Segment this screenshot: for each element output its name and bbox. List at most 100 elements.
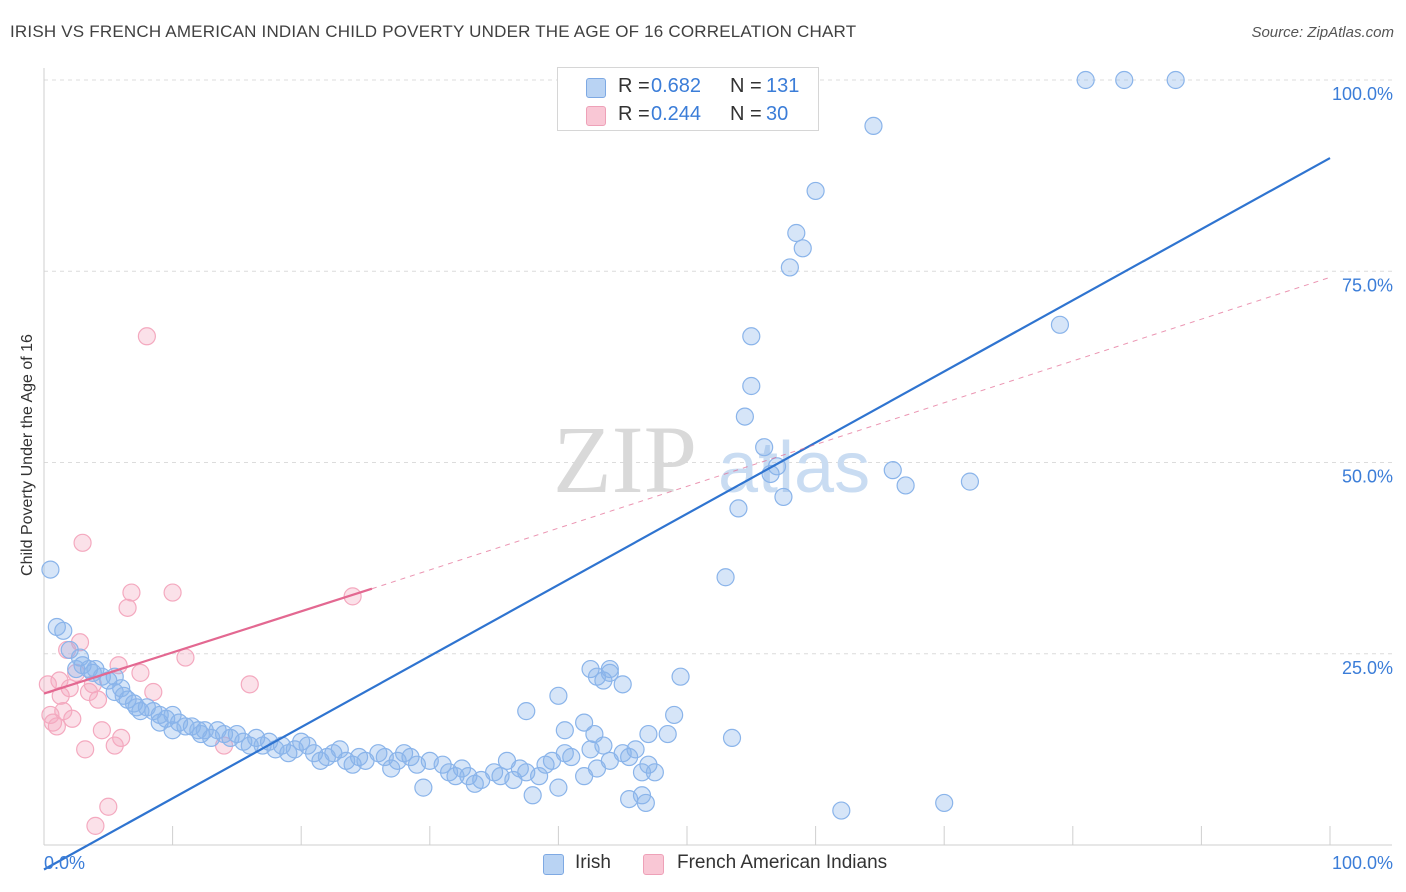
axes bbox=[43, 68, 1392, 846]
tick-labels: 25.0% 50.0% 75.0% 100.0% 0.0% 100.0% bbox=[44, 84, 1393, 873]
series-legend: Irish French American Indians bbox=[0, 852, 1406, 878]
irish-point bbox=[1166, 70, 1185, 90]
irish-point bbox=[832, 801, 851, 820]
french-american-indians-point bbox=[137, 327, 156, 346]
chart-title: IRISH VS FRENCH AMERICAN INDIAN CHILD PO… bbox=[10, 22, 857, 41]
french-american-indians-point bbox=[76, 740, 95, 759]
irish-r-value: 0.682 bbox=[651, 75, 702, 97]
y-tick-label: 50.0% bbox=[1342, 467, 1393, 487]
irish-n-value: 131 bbox=[766, 75, 800, 97]
french-american-indians-point bbox=[163, 583, 182, 602]
french-american-indians-point bbox=[73, 533, 92, 552]
irish-point bbox=[716, 568, 735, 587]
french-american-indians-point bbox=[240, 675, 259, 694]
irish-point bbox=[1050, 315, 1070, 334]
irish-point bbox=[645, 763, 664, 782]
stats-row-irish: R = 0.682 N = 131 bbox=[558, 72, 818, 102]
irish-point bbox=[658, 724, 677, 744]
irish-legend-label: Irish bbox=[575, 852, 611, 873]
irish-point bbox=[549, 686, 568, 705]
r-label: R = bbox=[618, 75, 650, 97]
french-legend-swatch bbox=[643, 854, 664, 875]
irish-point bbox=[636, 793, 655, 813]
irish-point bbox=[639, 724, 658, 744]
irish-point bbox=[787, 223, 806, 243]
irish-point bbox=[774, 487, 793, 507]
stats-row-french: R = 0.244 N = 30 bbox=[558, 100, 818, 130]
french-american-indians-point bbox=[92, 721, 111, 740]
irish-point bbox=[742, 327, 761, 346]
french-american-indians-point bbox=[144, 682, 163, 702]
irish-point bbox=[722, 728, 742, 748]
irish-swatch bbox=[586, 78, 606, 98]
irish-points bbox=[41, 70, 1185, 820]
french-american-indians-point bbox=[131, 663, 150, 682]
y-tick-label: 25.0% bbox=[1342, 658, 1393, 678]
french-american-indians-point bbox=[70, 633, 90, 652]
irish-point bbox=[562, 747, 581, 767]
french-american-indians-point bbox=[122, 583, 141, 602]
french-american-indians-points bbox=[38, 327, 362, 835]
french-american-indians-point bbox=[99, 797, 118, 816]
irish-point bbox=[330, 740, 349, 759]
grid-layer bbox=[44, 79, 1392, 655]
french-american-indians-point bbox=[47, 717, 66, 736]
french-american-indians-point bbox=[86, 816, 105, 835]
irish-point bbox=[1076, 70, 1095, 90]
irish-point bbox=[883, 461, 902, 480]
n-label: N = bbox=[730, 75, 762, 97]
irish-point bbox=[555, 721, 574, 740]
irish-point bbox=[671, 667, 690, 686]
irish-point bbox=[806, 181, 825, 201]
irish-point bbox=[755, 438, 774, 457]
irish-point bbox=[780, 258, 799, 277]
irish-point bbox=[600, 659, 619, 679]
french-legend-label: French American Indians bbox=[677, 852, 888, 873]
irish-point bbox=[549, 778, 568, 797]
n-label: N = bbox=[730, 103, 762, 125]
french-trend-extension bbox=[371, 276, 1331, 590]
irish-point bbox=[742, 376, 761, 396]
irish-point bbox=[585, 724, 604, 744]
x-tick-label-min: 0.0% bbox=[44, 853, 85, 873]
irish-trend-line bbox=[43, 157, 1331, 871]
y-tick-label: 75.0% bbox=[1342, 275, 1393, 295]
french-american-indians-point bbox=[176, 648, 195, 667]
french-swatch bbox=[586, 106, 606, 126]
irish-point bbox=[735, 407, 754, 426]
french-trend-line bbox=[43, 587, 373, 695]
french-american-indians-point bbox=[112, 728, 131, 748]
watermark-atlas: atlas bbox=[718, 428, 870, 508]
irish-point bbox=[530, 767, 549, 786]
watermark: ZIP atlas bbox=[553, 406, 870, 513]
irish-point bbox=[793, 239, 812, 258]
french-american-indians-point bbox=[63, 709, 82, 728]
x-tick-label-max: 100.0% bbox=[1332, 853, 1393, 873]
irish-legend-swatch bbox=[543, 854, 564, 875]
irish-point bbox=[935, 793, 954, 813]
french-r-value: 0.244 bbox=[651, 103, 702, 125]
french-n-value: 30 bbox=[766, 103, 789, 125]
irish-point bbox=[523, 786, 542, 805]
irish-point bbox=[864, 116, 883, 136]
stats-legend: R = 0.682 N = 131 R = 0.244 N = 30 bbox=[557, 67, 819, 131]
trend-lines bbox=[43, 157, 1331, 871]
french-american-indians-point bbox=[88, 690, 108, 709]
irish-point bbox=[613, 675, 632, 694]
irish-point bbox=[414, 778, 433, 797]
irish-point bbox=[1115, 70, 1134, 90]
irish-point bbox=[517, 702, 536, 721]
irish-point bbox=[575, 713, 594, 732]
irish-point bbox=[41, 560, 60, 579]
french-american-indians-point bbox=[343, 587, 362, 606]
irish-point bbox=[54, 621, 73, 640]
y-tick-label: 100.0% bbox=[1332, 84, 1393, 104]
source-label: Source: ZipAtlas.com bbox=[1251, 24, 1394, 41]
irish-point bbox=[626, 740, 645, 759]
french-american-indians-point bbox=[118, 598, 137, 617]
r-label: R = bbox=[618, 103, 650, 125]
irish-point bbox=[896, 476, 915, 495]
irish-point bbox=[60, 640, 79, 660]
irish-point bbox=[665, 705, 684, 725]
